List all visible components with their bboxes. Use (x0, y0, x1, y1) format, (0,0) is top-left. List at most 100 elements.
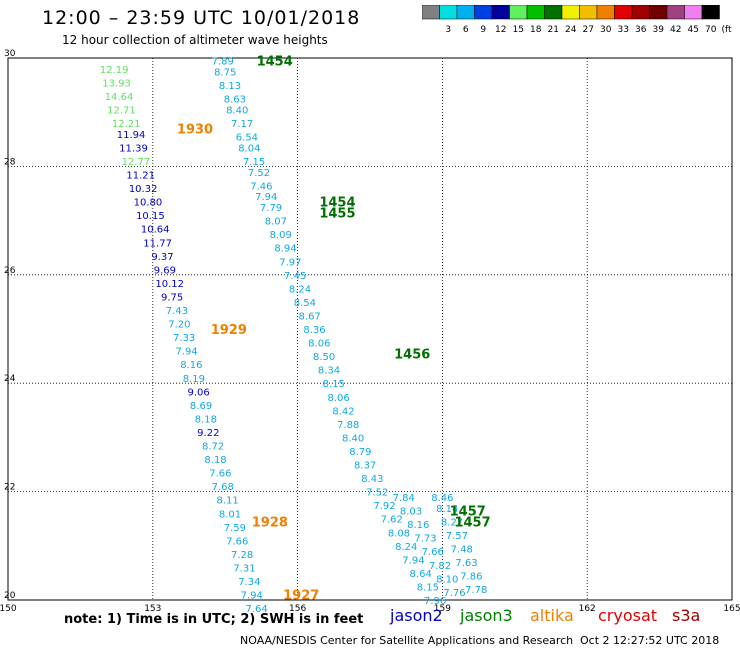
units-note: note: 1) Time is in UTC; 2) SWH is in fe… (64, 612, 364, 627)
colorbar-swatch (649, 5, 668, 20)
wave-height-label: 7.63 (455, 558, 477, 569)
wave-height-label: 8.40 (342, 433, 364, 444)
colorbar-label: 42 (670, 25, 681, 35)
wave-height-label: 7.62 (381, 515, 403, 526)
wave-height-label: 8.46 (431, 493, 453, 504)
map-frame (7, 57, 733, 601)
wave-height-label: 11.21 (126, 171, 155, 182)
x-tick-label: 150 (0, 604, 17, 614)
wave-height-label: 7.28 (231, 550, 253, 561)
wave-height-label: 8.34 (318, 366, 340, 377)
timestamp-text: Oct 2 12:27:52 UTC 2018 (580, 634, 720, 647)
pass-time-label: 1454 (319, 196, 355, 211)
wave-height-label: 12.77 (122, 157, 151, 168)
wave-height-label: 10.15 (136, 211, 165, 222)
wave-height-label: 11.77 (143, 238, 172, 249)
wave-height-label: 7.57 (446, 531, 468, 542)
y-tick-label: 30 (4, 49, 16, 59)
wave-height-label: 10.64 (141, 225, 170, 236)
wave-height-label: 7.48 (451, 545, 473, 556)
wave-height-label: 7.86 (460, 572, 482, 583)
wave-height-label: 8.04 (238, 143, 260, 154)
wave-height-label: 8.36 (303, 325, 325, 336)
wave-height-label: 8.27 (441, 517, 463, 528)
wave-height-label: 12.71 (107, 105, 136, 116)
sat-altika-label: altika (530, 606, 574, 625)
wave-height-label: 12.19 (100, 65, 129, 76)
y-tick-label: 22 (4, 483, 15, 493)
wave-height-label: 8.75 (214, 68, 236, 79)
wave-height-label: 7.94 (241, 591, 263, 602)
colorbar-swatch (701, 5, 720, 20)
wave-height-label: 8.13 (219, 81, 241, 92)
wave-height-label: 11.94 (117, 130, 146, 141)
colorbar-label: 70 (705, 25, 717, 35)
wave-height-label: 8.54 (294, 298, 316, 309)
wave-height-label: 7.94 (255, 192, 277, 203)
wave-height-label: 14.64 (105, 92, 134, 103)
y-tick-label: 20 (4, 591, 16, 601)
colorbar-swatch (614, 5, 633, 20)
colorbar-label: 30 (600, 25, 612, 35)
wave-height-label: 8.37 (354, 461, 376, 472)
wave-height-label: 8.03 (400, 507, 422, 518)
pass-time-label: 1455 (319, 206, 355, 221)
wave-height-label: 8.69 (190, 401, 212, 412)
wave-height-label: 8.09 (270, 230, 292, 241)
wave-height-label: 7.59 (224, 523, 246, 534)
wave-height-label: 7.17 (231, 119, 253, 130)
wave-height-label: 9.69 (154, 265, 176, 276)
chart-subtitle: 12 hour collection of altimeter wave hei… (62, 33, 328, 47)
wave-height-label: 10.80 (134, 198, 163, 209)
pass-time-label: 1456 (394, 347, 430, 362)
wave-height-label: 8.72 (202, 442, 224, 453)
wave-height-label: 7.79 (260, 203, 282, 214)
wave-height-label: 7.43 (166, 306, 188, 317)
y-tick-label: 28 (4, 157, 16, 167)
wave-height-label: 8.06 (327, 393, 349, 404)
wave-height-label: 7.20 (168, 320, 190, 331)
colorbar-label: 21 (548, 25, 559, 35)
sat-jason2-label: jason2 (390, 606, 443, 625)
wave-height-label: 8.10 (436, 574, 458, 585)
wave-height-label: 9.75 (161, 292, 183, 303)
colorbar-label: 33 (618, 25, 629, 35)
colorbar-swatch (526, 5, 545, 20)
wave-height-label: 7.88 (337, 420, 359, 431)
pass-time-label: 1929 (211, 323, 247, 338)
colorbar-swatch (422, 5, 440, 20)
wave-height-label: 8.18 (195, 414, 217, 425)
colorbar-label: 27 (583, 25, 594, 35)
pass-time-label: 1928 (252, 515, 288, 530)
wave-height-label: 7.94 (402, 555, 424, 566)
wave-height-label: 7.94 (175, 347, 197, 358)
wave-height-label: 8.16 (407, 520, 429, 531)
colorbar-swatch (631, 5, 650, 20)
wave-height-label: 8.43 (361, 474, 383, 485)
colorbar-swatch (596, 5, 615, 20)
sat-jason3-label: jason3 (460, 606, 513, 625)
wave-height-label: 8.24 (289, 284, 311, 295)
colorbar-swatch (509, 5, 528, 20)
wave-height-label: 8.94 (274, 244, 296, 255)
wave-height-label: 8.67 (299, 311, 321, 322)
wave-height-label: 8.08 (388, 528, 410, 539)
wave-height-label: 9.22 (197, 428, 219, 439)
colorbar-label: 36 (635, 25, 647, 35)
pass-time-label: 1930 (177, 122, 213, 137)
wave-height-label: 7.73 (414, 534, 436, 545)
colorbar-swatch (684, 5, 703, 20)
wave-height-label: 7.46 (250, 181, 272, 192)
colorbar-swatch (491, 5, 510, 20)
wave-height-label: 7.45 (284, 271, 306, 282)
wave-height-label: 12.21 (112, 119, 141, 130)
chart-title: 12:00 – 23:59 UTC 10/01/2018 (42, 7, 361, 29)
wave-height-label: 8.42 (332, 406, 354, 417)
wave-height-label: 8.64 (410, 569, 432, 580)
wave-height-label: 7.52 (366, 488, 388, 499)
wave-height-label: 7.92 (373, 501, 395, 512)
wave-height-label: 7.34 (238, 577, 260, 588)
pass-time-label: 1457 (450, 505, 486, 520)
wave-height-label: 8.24 (395, 542, 417, 553)
